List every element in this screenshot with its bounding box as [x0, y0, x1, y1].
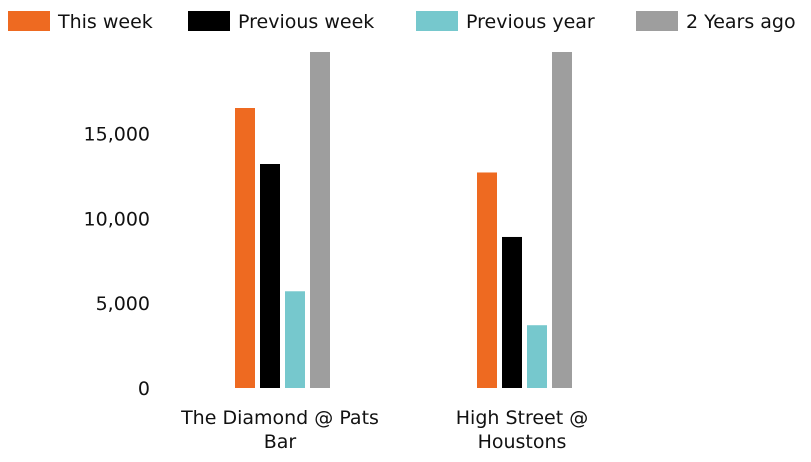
- bar-2-years-ago-high-street-houstons: [552, 52, 572, 388]
- legend-swatch-previous-week: [188, 11, 230, 31]
- legend-label-2-years-ago: 2 Years ago: [686, 11, 796, 33]
- legend-swatch-2-years-ago: [636, 11, 678, 31]
- x-axis: The Diamond @ Pats Bar High Street @ Housto…: [180, 407, 588, 453]
- y-tick-label-10-000: 10,000: [84, 208, 150, 230]
- category-label-the-diamond-pats-bar: The Diamond @ Pats Bar: [180, 407, 379, 453]
- legend-label-previous-week: Previous week: [238, 11, 374, 33]
- bar-previous-year-the-diamond-pats-bar: [285, 291, 305, 388]
- bar-this-week-the-diamond-pats-bar: [235, 108, 255, 388]
- y-tick-label-15-000: 15,000: [84, 123, 150, 145]
- bar-previous-week-high-street-houstons: [502, 236, 522, 388]
- legend-label-this-week: This week: [57, 11, 153, 33]
- bar-2-years-ago-the-diamond-pats-bar: [310, 52, 330, 388]
- bar-previous-week-the-diamond-pats-bar: [260, 164, 280, 388]
- legend: This week Previous week Previous year 2 Yea…: [8, 11, 796, 33]
- y-tick-label-5-000: 5,000: [96, 293, 150, 315]
- y-tick-label-0: 0: [138, 378, 150, 400]
- y-axis: 0 5,000 10,000 15,000: [84, 123, 150, 400]
- bars: [235, 52, 572, 388]
- legend-label-previous-year: Previous year: [466, 11, 595, 33]
- legend-swatch-this-week: [8, 11, 50, 31]
- bar-previous-year-high-street-houstons: [527, 325, 547, 388]
- category-label-high-street-houstons: High Street @ Houstons: [456, 407, 588, 453]
- legend-swatch-previous-year: [416, 11, 458, 31]
- bar-this-week-high-street-houstons: [477, 172, 497, 388]
